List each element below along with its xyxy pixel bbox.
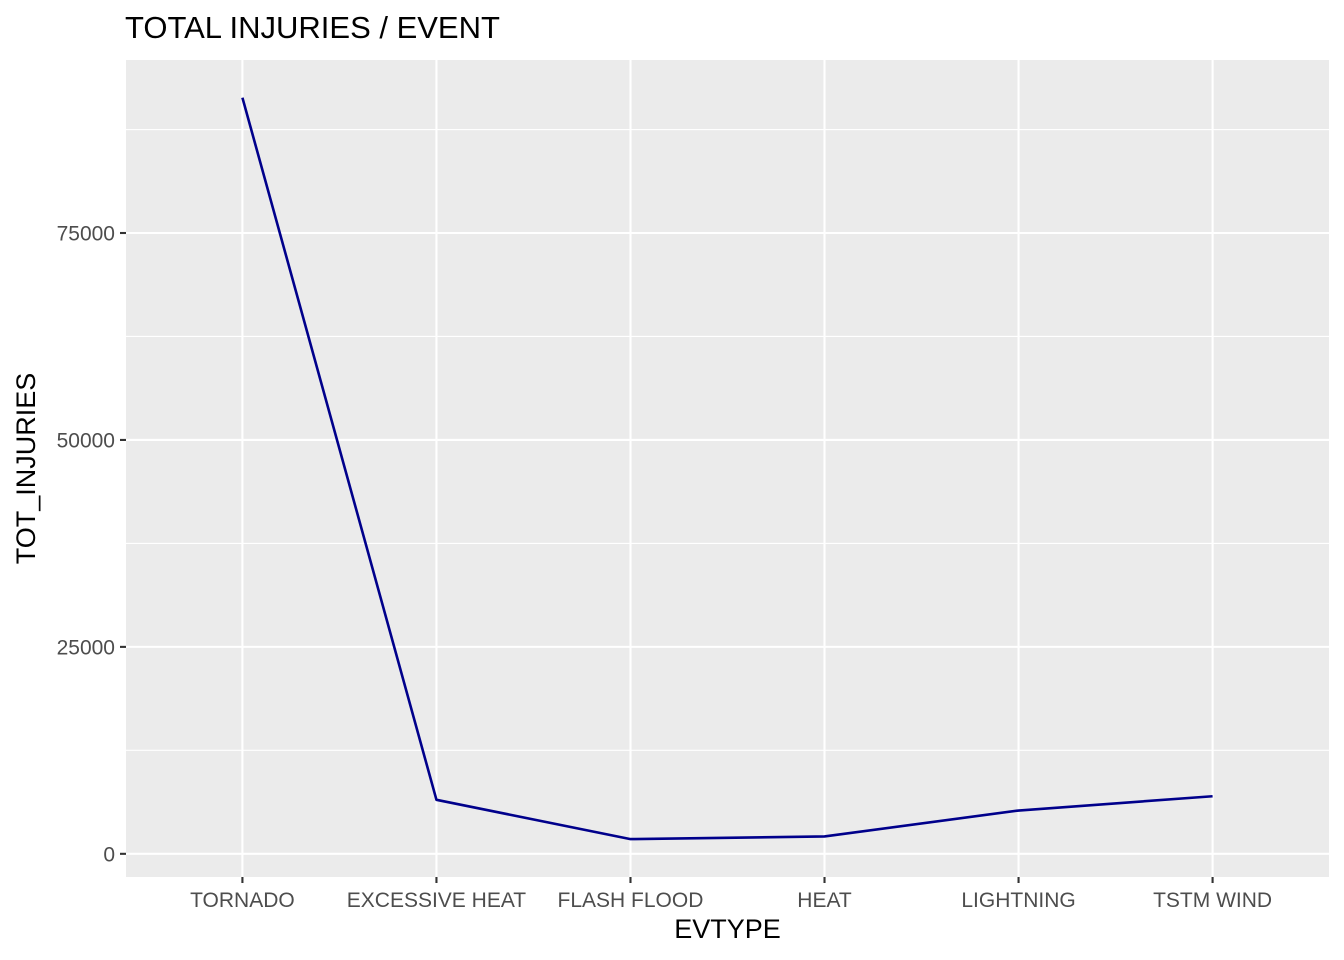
series-line [241,97,1213,841]
y-tick-label: 50000 [57,429,115,452]
series-layer [240,96,1215,841]
x-axis-title: EVTYPE [674,914,781,944]
data-point [240,96,244,100]
y-axis-title: TOT_INJURIES [11,373,41,565]
data-point [628,837,632,841]
y-axis: 0 25000 50000 75000 [57,223,126,866]
major-gridlines [126,60,1329,877]
x-axis: TORNADO EXCESSIVE HEAT FLASH FLOOD HEAT LIGH… [190,877,1272,912]
x-tick-label: HEAT [797,889,852,912]
data-point [1211,794,1215,798]
y-tick-label: 75000 [57,223,115,246]
x-tick-label: TORNADO [190,889,295,912]
data-point [823,834,827,838]
x-tick-label: EXCESSIVE HEAT [347,889,527,912]
data-point [1017,809,1021,813]
plot-panel [126,60,1329,877]
x-tick-label: TSTM WIND [1153,889,1272,912]
y-tick-label: 25000 [57,636,115,659]
data-point [434,798,438,802]
x-tick-label: FLASH FLOOD [558,889,704,912]
chart-title: TOTAL INJURIES / EVENT [125,10,500,45]
x-tick-label: LIGHTNING [961,889,1075,912]
y-tick-label: 0 [103,843,115,866]
minor-gridlines [126,128,1329,751]
